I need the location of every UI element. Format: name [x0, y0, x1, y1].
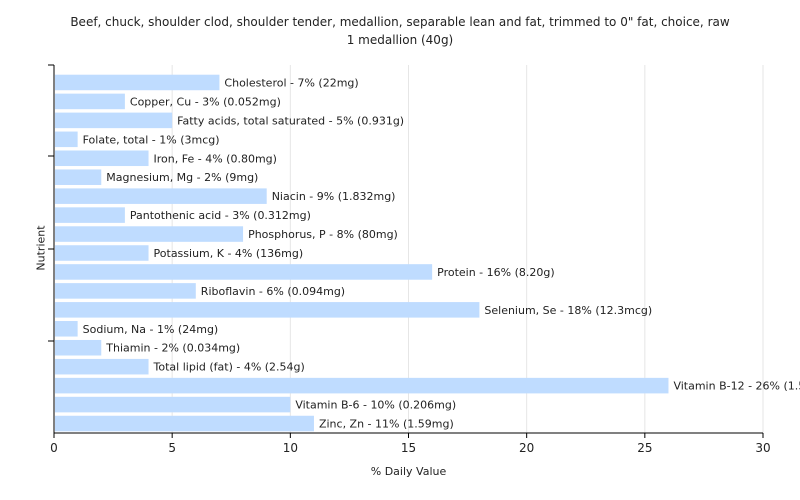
bar-label-18: Zinc, Zn - 11% (1.59mg)	[319, 418, 454, 431]
bar-15	[55, 358, 149, 375]
bar-label-5: Magnesium, Mg - 2% (9mg)	[106, 171, 258, 184]
bar-label-12: Selenium, Se - 18% (12.3mcg)	[484, 304, 652, 317]
x-tick-label-6: 30	[755, 441, 770, 455]
bar-label-15: Total lipid (fat) - 4% (2.54g)	[153, 361, 305, 374]
bar-label-4: Iron, Fe - 4% (0.80mg)	[154, 152, 277, 165]
bar-label-1: Copper, Cu - 3% (0.052mg)	[130, 95, 281, 108]
bar-label-11: Riboflavin - 6% (0.094mg)	[201, 285, 345, 298]
chart-title: Beef, chuck, shoulder clod, shoulder ten…	[70, 15, 730, 29]
y-axis-label: Nutrient	[34, 225, 48, 271]
bar-label-10: Protein - 16% (8.20g)	[437, 266, 555, 279]
bar-5	[55, 169, 102, 185]
bar-label-17: Vitamin B-6 - 10% (0.206mg)	[295, 399, 456, 412]
bar-label-9: Potassium, K - 4% (136mg)	[154, 247, 304, 260]
bar-12	[55, 302, 480, 318]
bar-label-3: Folate, total - 1% (3mcg)	[83, 133, 220, 146]
bar-label-6: Niacin - 9% (1.832mg)	[272, 190, 396, 203]
chart-subtitle: 1 medallion (40g)	[346, 33, 454, 47]
bar-14	[55, 339, 102, 356]
bar-label-7: Pantothenic acid - 3% (0.312mg)	[130, 209, 311, 222]
bar-17	[55, 396, 291, 413]
bar-2	[55, 112, 173, 129]
x-tick-label-1: 5	[168, 441, 176, 455]
bar-label-14: Thiamin - 2% (0.034mg)	[105, 342, 240, 355]
bar-8	[55, 226, 244, 242]
bar-6	[55, 188, 267, 204]
bar-16	[55, 377, 669, 394]
bar-10	[55, 264, 433, 280]
bar-13	[55, 321, 78, 337]
bar-4	[55, 150, 149, 167]
bar-label-16: Vitamin B-12 - 26% (1.59mcg)	[673, 380, 800, 393]
x-axis-label: % Daily Value	[370, 465, 447, 478]
bar-0	[55, 74, 220, 91]
bar-3	[55, 131, 78, 148]
x-tick-label-0: 0	[50, 441, 58, 455]
x-tick-label-5: 25	[637, 441, 652, 455]
bar-label-8: Phosphorus, P - 8% (80mg)	[248, 228, 398, 241]
bar-label-13: Sodium, Na - 1% (24mg)	[83, 323, 219, 336]
bar-label-0: Cholesterol - 7% (22mg)	[224, 76, 358, 89]
bar-7	[55, 207, 125, 223]
bar-label-2: Fatty acids, total saturated - 5% (0.931…	[177, 114, 404, 127]
x-tick-label-4: 20	[519, 441, 534, 455]
x-tick-label-3: 15	[401, 441, 416, 455]
bar-9	[55, 245, 149, 261]
bar-1	[55, 93, 125, 110]
bar-18	[55, 415, 314, 432]
x-tick-label-2: 10	[283, 441, 298, 455]
bar-11	[55, 283, 196, 299]
